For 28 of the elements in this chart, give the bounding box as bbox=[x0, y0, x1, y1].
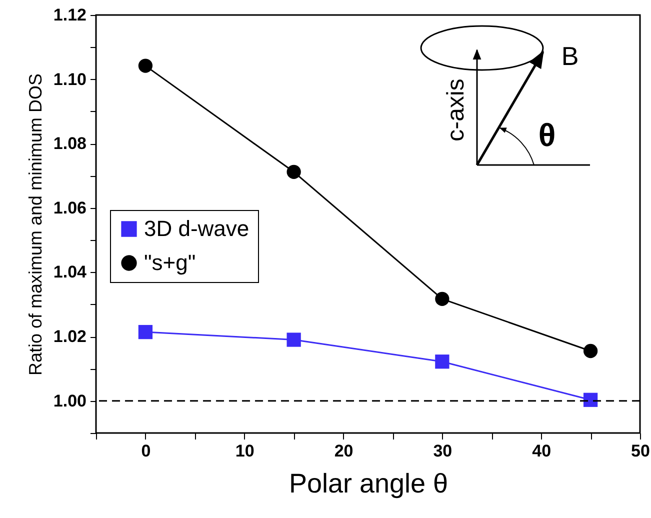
point bbox=[286, 332, 301, 347]
x-axis-title: Polar angle θ bbox=[288, 468, 448, 498]
x-tick-label: 50 bbox=[631, 442, 650, 460]
x-tick-label: 30 bbox=[433, 442, 452, 460]
legend-label: "s+g" bbox=[144, 250, 196, 275]
annotation: B bbox=[561, 41, 579, 71]
x-tick-label: 40 bbox=[532, 442, 552, 460]
point bbox=[435, 292, 450, 306]
y-axis-title: Ratio of maximum and minimum DOS bbox=[25, 73, 46, 376]
point bbox=[138, 324, 153, 340]
x-tick-label: 20 bbox=[334, 442, 354, 460]
annotation: θ bbox=[538, 117, 556, 153]
point bbox=[138, 58, 153, 73]
point bbox=[583, 344, 598, 358]
point bbox=[583, 392, 598, 407]
y-tick-label: 1.06 bbox=[53, 198, 86, 218]
y-tick-label: 1.12 bbox=[53, 6, 86, 24]
y-tick-label: 1.08 bbox=[53, 134, 86, 154]
y-tick-label: 1.10 bbox=[53, 70, 86, 89]
x-tick-label: 10 bbox=[235, 442, 254, 460]
x-tick-label: 0 bbox=[141, 442, 151, 460]
point bbox=[435, 354, 450, 369]
y-tick-label: 1.02 bbox=[53, 327, 86, 346]
y-tick-label: 1.00 bbox=[53, 391, 86, 410]
legend-label: 3D d-wave bbox=[144, 216, 250, 241]
annotation: c-axis bbox=[442, 78, 470, 142]
y-tick-label: 1.04 bbox=[53, 262, 88, 282]
point bbox=[286, 164, 301, 179]
